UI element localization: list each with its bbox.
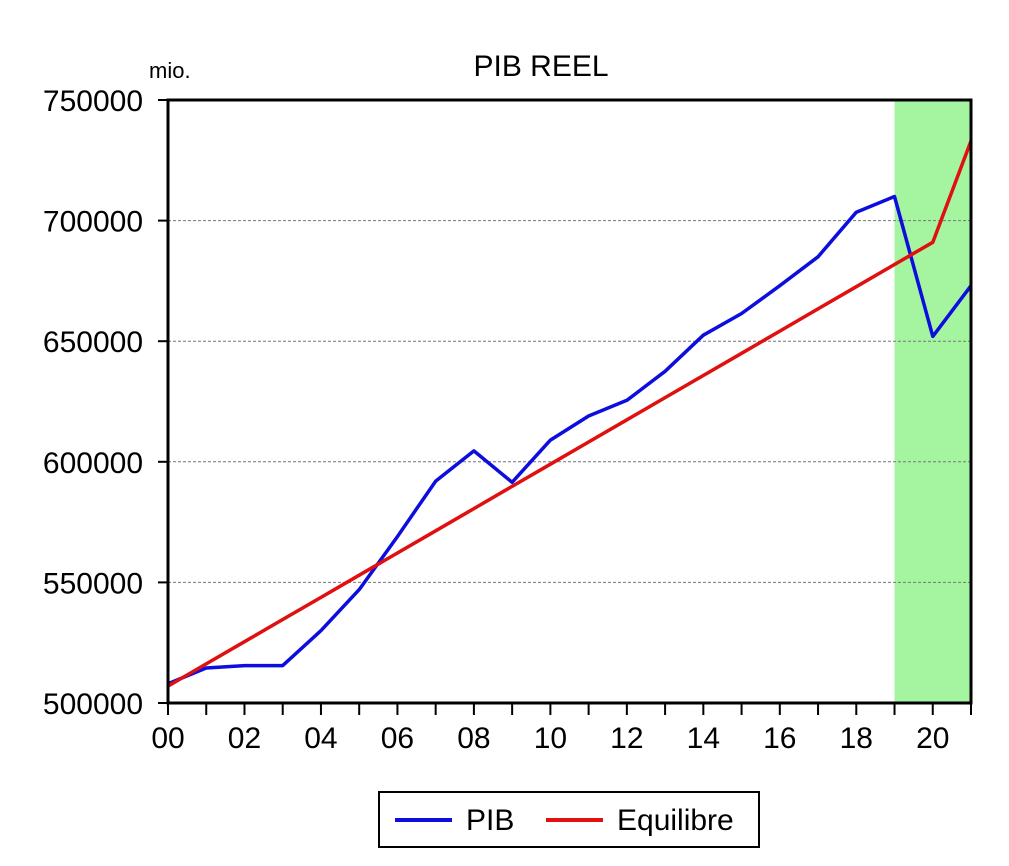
y-tick-label: 750000 (43, 85, 143, 118)
x-tick-label: 12 (610, 722, 643, 755)
x-tick-label: 14 (687, 722, 720, 755)
series-layer (167, 140, 973, 688)
shaded-area (894, 100, 971, 703)
y-axis: 500000 550000 600000 650000 700000 750000 (43, 85, 168, 721)
x-tick-label: 20 (916, 722, 949, 755)
plot-frame (166, 98, 973, 705)
y-tick-label: 650000 (43, 326, 143, 359)
x-tick-label: 00 (151, 722, 184, 755)
legend-label-equilibre: Equilibre (617, 804, 734, 837)
plot-background (168, 100, 971, 703)
x-tick-label: 16 (763, 722, 796, 755)
series-line-equilibre (167, 140, 973, 688)
plot-area (168, 100, 971, 703)
series-line-pib (167, 194, 973, 686)
y-tick-label: 700000 (43, 206, 143, 239)
x-tick-label: 10 (534, 722, 567, 755)
x-tick-label: 18 (840, 722, 873, 755)
x-tick-label: 08 (457, 722, 490, 755)
x-tick-label: 06 (381, 722, 414, 755)
legend-label-pib: PIB (466, 804, 514, 837)
legend: PIB Equilibre (378, 791, 760, 848)
unit-label: mio. (149, 58, 191, 83)
grid-lines (168, 220, 971, 583)
x-tick-label: 02 (228, 722, 261, 755)
shaded-region (894, 100, 971, 703)
x-tick-label: 04 (304, 722, 337, 755)
x-axis: 00 02 04 06 08 10 12 14 16 18 20 (151, 703, 972, 755)
plot-border (166, 98, 973, 705)
y-tick-label: 600000 (43, 447, 143, 480)
y-tick-label: 500000 (43, 688, 143, 721)
y-tick-label: 550000 (43, 567, 143, 600)
chart-title: PIB REEL (473, 50, 608, 83)
